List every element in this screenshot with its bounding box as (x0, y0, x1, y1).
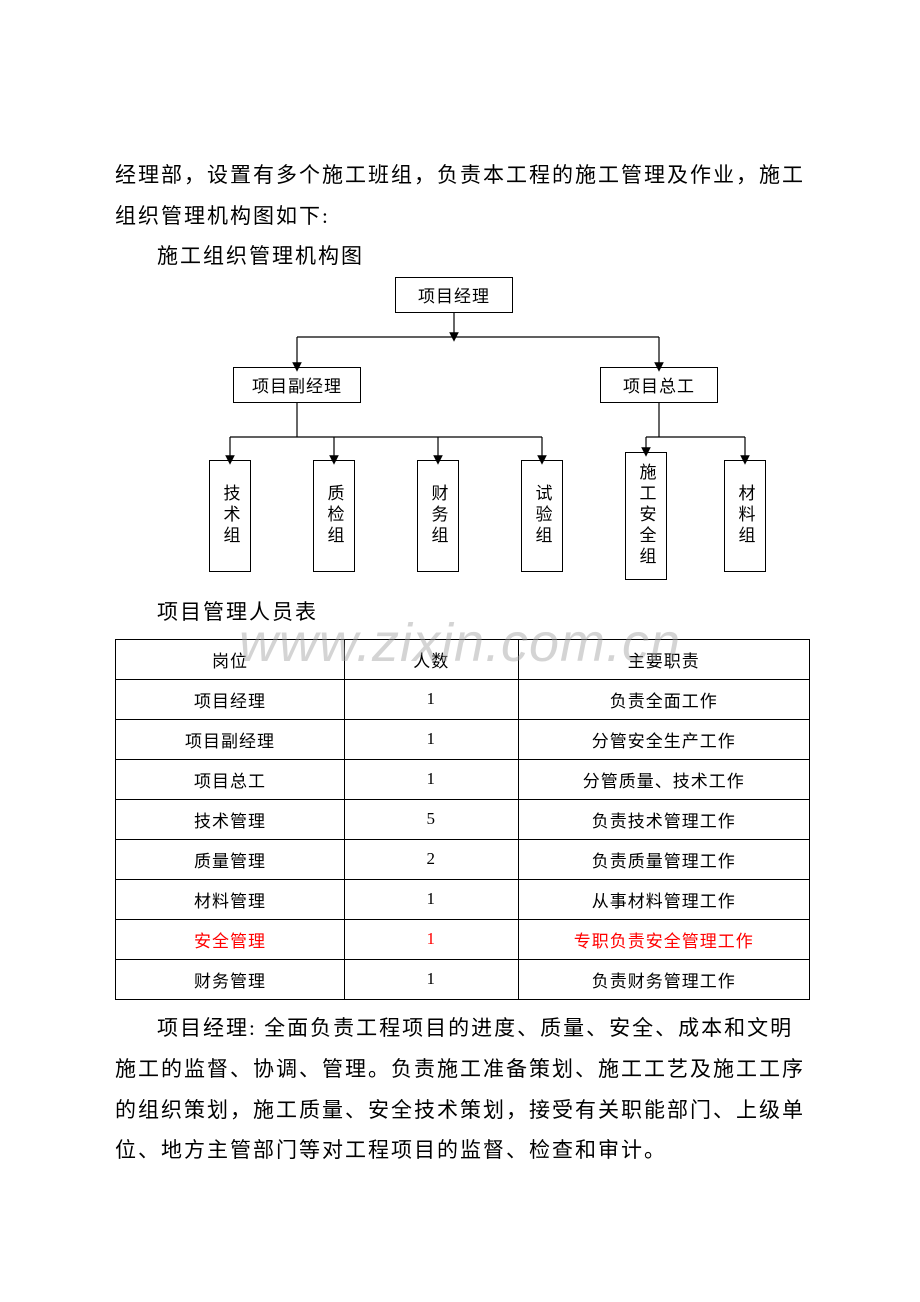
table-cell: 2 (345, 839, 519, 879)
table-cell: 负责技术管理工作 (518, 799, 809, 839)
table-cell: 负责全面工作 (518, 679, 809, 719)
table-cell: 专职负责安全管理工作 (518, 919, 809, 959)
table-title: 项目管理人员表 (157, 593, 810, 633)
org-node-leaf: 财务组 (417, 460, 459, 572)
org-node-top: 项目经理 (395, 277, 513, 313)
table-cell: 分管安全生产工作 (518, 719, 809, 759)
table-row: 安全管理1专职负责安全管理工作 (116, 919, 810, 959)
table-cell: 1 (345, 919, 519, 959)
table-cell: 1 (345, 679, 519, 719)
table-row: 项目经理1负责全面工作 (116, 679, 810, 719)
table-row: 技术管理5负责技术管理工作 (116, 799, 810, 839)
footer-paragraph: 项目经理: 全面负责工程项目的进度、质量、安全、成本和文明施工的监督、协调、管理… (115, 1008, 810, 1172)
table-cell: 1 (345, 879, 519, 919)
org-chart: 项目经理项目副经理 项目总工技术组 质检组 财务组 试验组 施工安全组 材料组 (115, 277, 815, 587)
table-cell: 质量管理 (116, 839, 345, 879)
chart-title: 施工组织管理机构图 (157, 237, 810, 277)
org-node-mid: 项目副经理 (233, 367, 361, 403)
intro-paragraph: 经理部，设置有多个施工班组，负责本工程的施工管理及作业，施工组织管理机构图如下: (115, 155, 810, 237)
table-header-cell: 主要职责 (518, 639, 809, 679)
table-cell: 材料管理 (116, 879, 345, 919)
org-node-leaf: 材料组 (724, 460, 766, 572)
table-header-cell: 人数 (345, 639, 519, 679)
table-row: 材料管理1从事材料管理工作 (116, 879, 810, 919)
table-cell: 技术管理 (116, 799, 345, 839)
table-cell: 项目副经理 (116, 719, 345, 759)
org-node-leaf: 技术组 (209, 460, 251, 572)
table-cell: 1 (345, 959, 519, 999)
table-cell: 分管质量、技术工作 (518, 759, 809, 799)
org-node-leaf: 试验组 (521, 460, 563, 572)
org-node-leaf: 施工安全组 (625, 452, 667, 580)
table-cell: 负责财务管理工作 (518, 959, 809, 999)
table-cell: 1 (345, 759, 519, 799)
table-cell: 负责质量管理工作 (518, 839, 809, 879)
org-node-mid: 项目总工 (600, 367, 718, 403)
table-row: 质量管理2负责质量管理工作 (116, 839, 810, 879)
table-cell: 项目总工 (116, 759, 345, 799)
table-row: 项目总工1分管质量、技术工作 (116, 759, 810, 799)
table-row: 财务管理1负责财务管理工作 (116, 959, 810, 999)
org-node-leaf: 质检组 (313, 460, 355, 572)
table-row: 项目副经理1分管安全生产工作 (116, 719, 810, 759)
table-cell: 安全管理 (116, 919, 345, 959)
table-cell: 从事材料管理工作 (518, 879, 809, 919)
table-cell: 项目经理 (116, 679, 345, 719)
table-cell: 1 (345, 719, 519, 759)
table-cell: 5 (345, 799, 519, 839)
staff-table: 岗位人数主要职责项目经理1负责全面工作项目副经理1分管安全生产工作项目总工1分管… (115, 639, 810, 1000)
table-header-cell: 岗位 (116, 639, 345, 679)
table-cell: 财务管理 (116, 959, 345, 999)
